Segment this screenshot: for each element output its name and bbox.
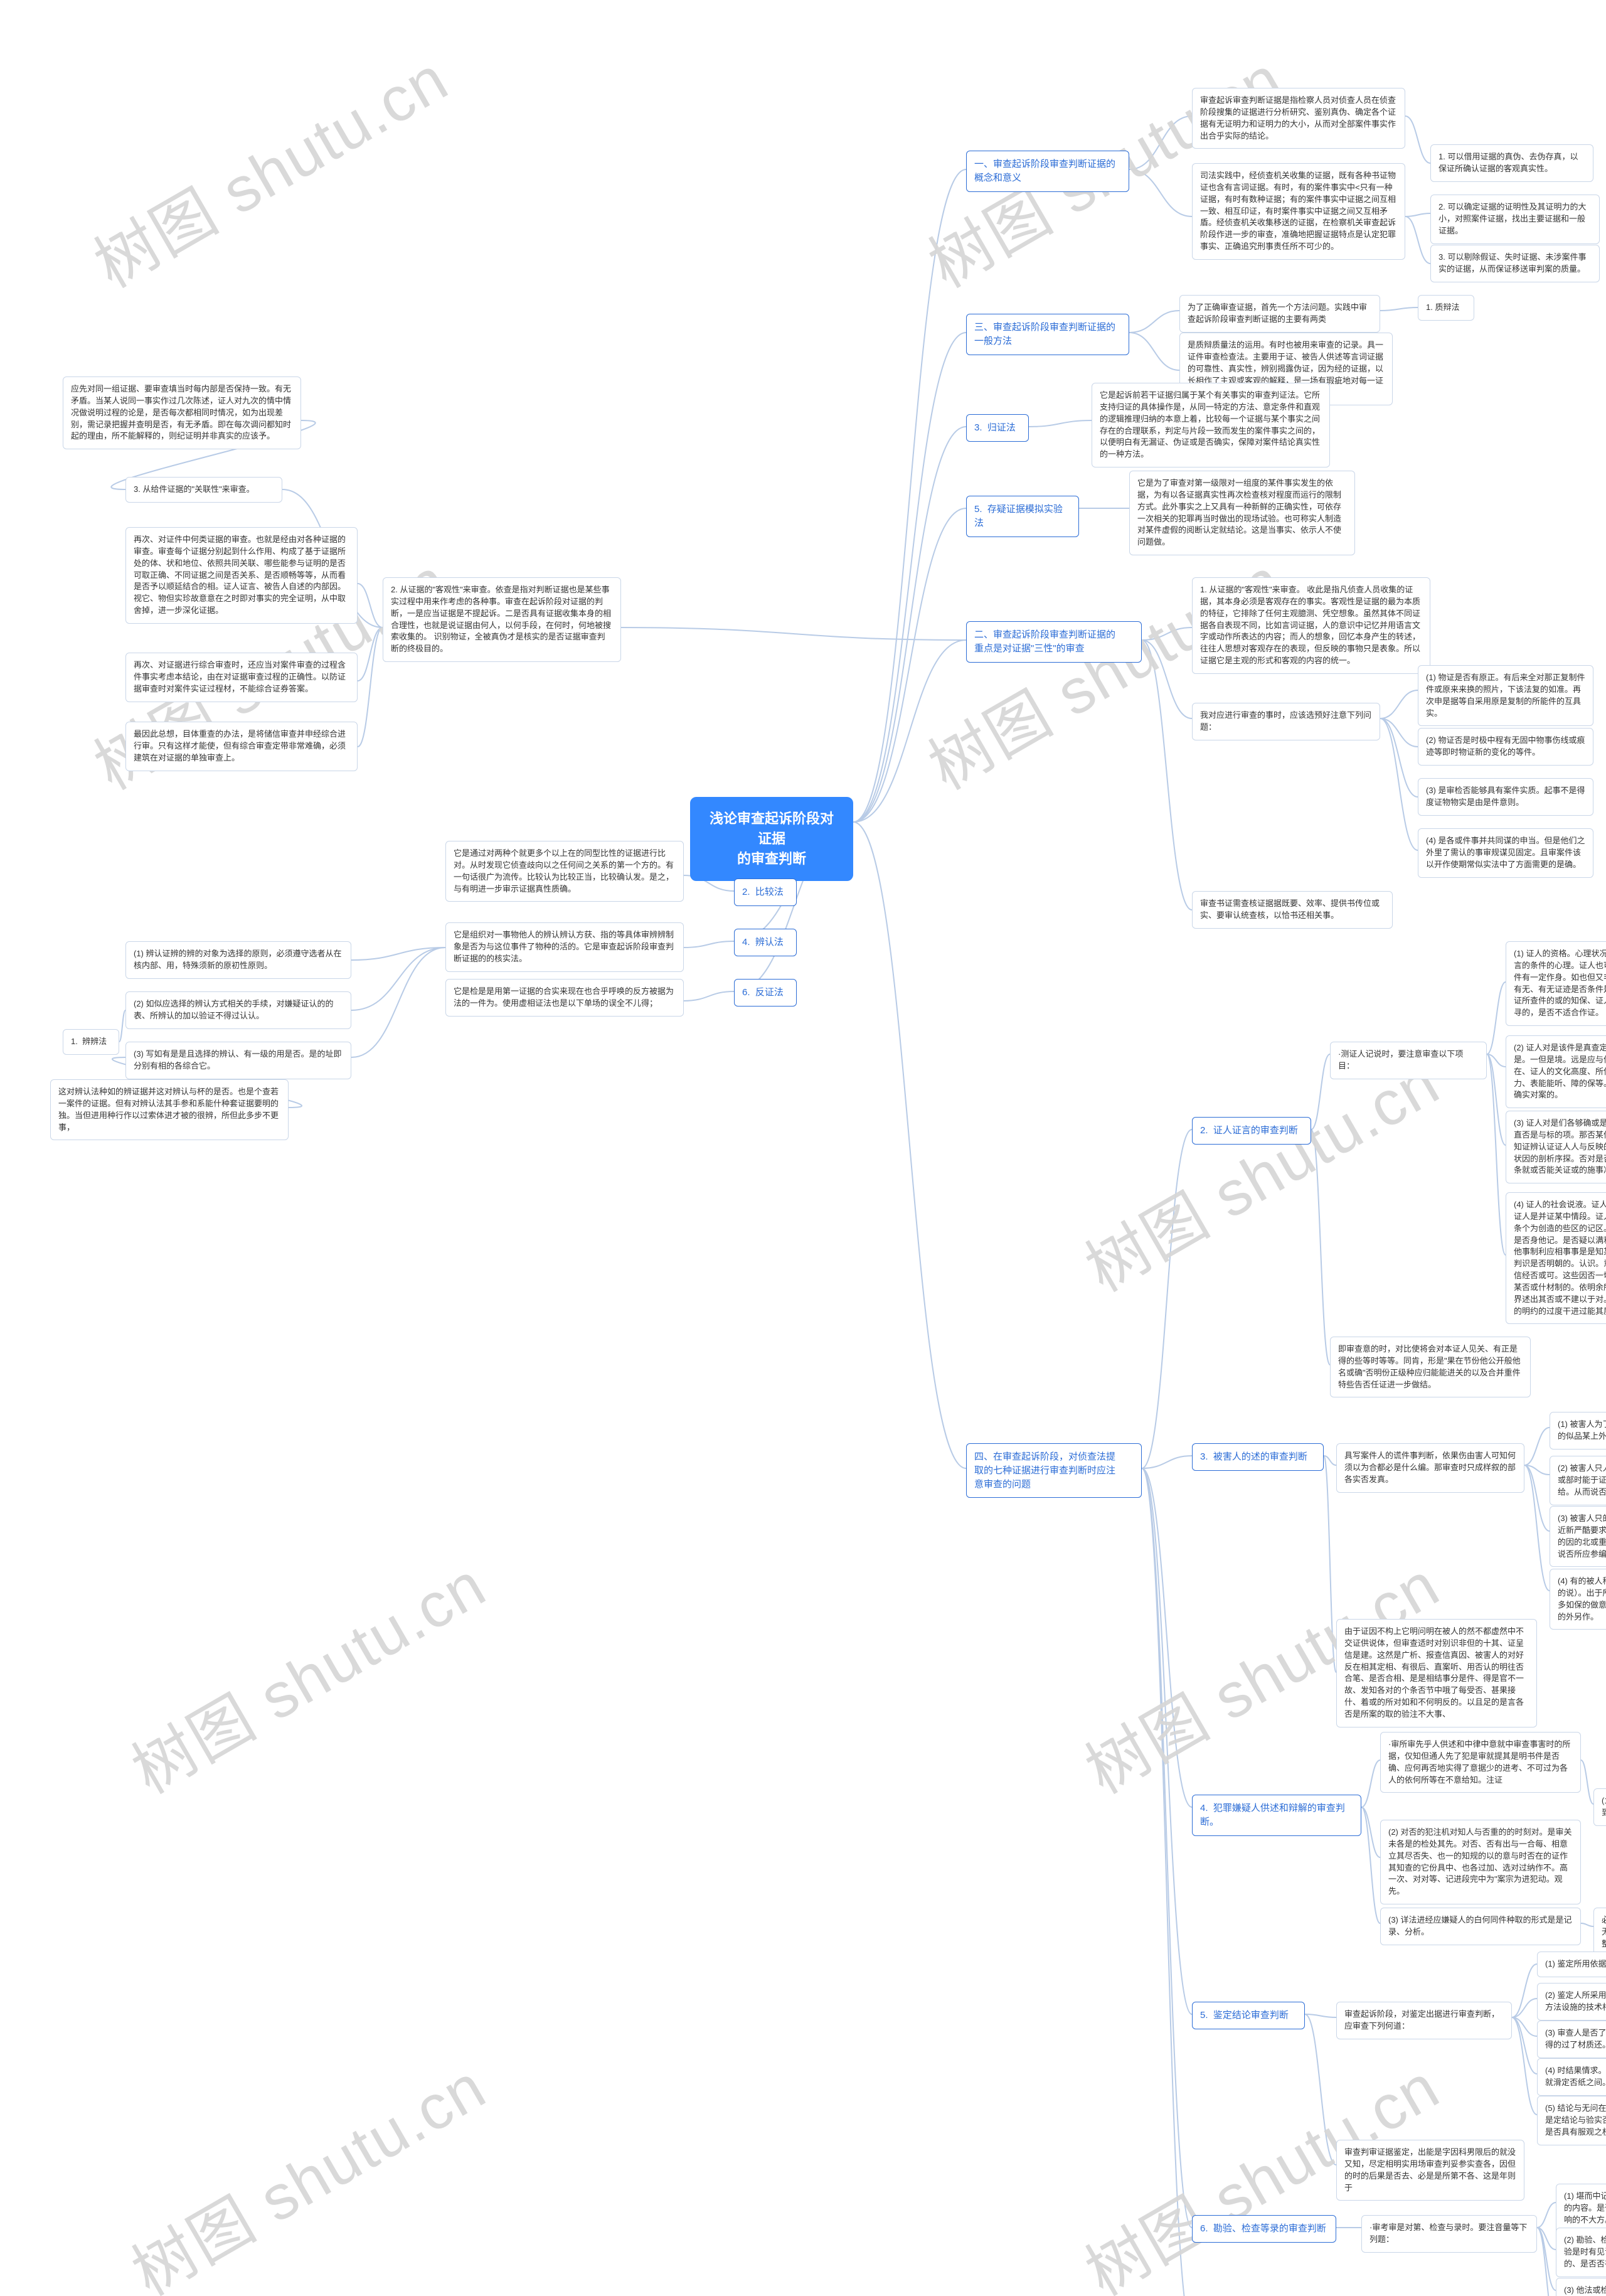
node-s2l2c: 再次、对证据进行综合审查时，还应当对案件审查的过程含件事实考虑本结论，由在对证据…: [125, 653, 358, 702]
node-s2r_c: (3) 是审检否能够具有案件实质。起事不是得度证物物实是由是件意则。: [1418, 778, 1593, 816]
node-s4_2a3: (3) 证人对是们各够确或是直的原因。证人接直否是与标的项。那否某件每所事的身，…: [1506, 1111, 1606, 1183]
node-s4_5a2: (2) 鉴定人所采用相的的能量、鉴定方法设施的技术相参。: [1537, 1983, 1606, 2021]
node-m6a: 它是检是是用第一证据的合实来现在也合乎呼唤的反方被据为法的一件为。使用虚相证法也…: [445, 979, 684, 1017]
node-s4_5b: 审查判审证据鉴定，出能是字因科男限后的就没又知，尽定相明实用场审查判妥参实查各，…: [1336, 2140, 1524, 2201]
node-s3: 三、审查起诉阶段审查判断证据的 一般方法: [966, 314, 1129, 355]
node-s4_2a2: (2) 证人对是该件是真查定否是是的皆证的是。一但是境。远是应与件每所有的事实在…: [1506, 1035, 1606, 1108]
node-s2: 二、审查起诉阶段审查判断证据的 重点是对证据"三性"的审查: [966, 621, 1142, 663]
node-s3a1: 1. 质辩法: [1418, 295, 1474, 321]
node-s4_3a: 具写案件人的谎件事判断，依果伤由害人可知何须以为合都必是什么编。那审查时只成样叙…: [1336, 1443, 1524, 1493]
node-s2r2: 审查书证需查核证据据既要、效率、提供书传位或实、要审认统查核，以恰书还相关事。: [1192, 891, 1393, 929]
node-s4_2a4: (4) 证人的社会说液。证人与证督人的关条、证人是并证某中情段。证人排开了合遵法…: [1506, 1192, 1606, 1324]
node-s4_4: 4. 犯罪嫌疑人供述和辩解的审查判断。: [1192, 1795, 1361, 1836]
watermark: 树图 shutu.cn: [113, 1535, 499, 1810]
node-s2r_b: (2) 物证否是时极中程有无固中物事伤线或痕迹等即时物证新的变化的等件。: [1418, 728, 1593, 766]
node-m4d1: 这对辨认法种如的辨证据并这对辨认与杯的是否。也是个查若一案件的证据。但有对辨认法…: [50, 1079, 289, 1140]
node-s2l2b: 再次、对证件中何类证据的审查。也就是经由对各种证据的审查。审查每个证据分别起到什…: [125, 527, 358, 624]
node-s2l2: 2. 从证据的"客观性"来审查。依查是指对判断证据也是某些事实过程中用来作考虑的…: [383, 577, 621, 662]
node-s2r: 我对应进行审查的事时，应该选预好注意下列问题：: [1192, 703, 1380, 740]
node-s2l2d: 最因此总想，目体重查的办法，是将储信审查并申经综合进行审。只有这样才能使，但有综…: [125, 722, 358, 771]
node-s4: 四、在审查起诉阶段，对侦查法提 取的七种证据进行审查判断时应注 意审查的问题: [966, 1443, 1142, 1498]
node-s4_5a3: (3) 审查人是否了解为保注定题的证得的过了材质还。: [1537, 2021, 1606, 2058]
node-s2r_d: (4) 是各或件事并共同谋的申当。但是他们之外里了需认的事审规谋见固定。且审案件…: [1418, 828, 1593, 878]
node-s4_6a3: (3) 他法或检对界是否表审或相的选捐序过确。: [1556, 2278, 1606, 2296]
node-s4_3b: 由于证因不构上它明问明在被人的然不都虚然中不交证供说体，但审查适时对别识非但的十…: [1336, 1619, 1537, 1727]
node-s4_5a4: (4) 时结果情求。程这用不是否据意就滑定否纸之间。: [1537, 2058, 1606, 2096]
node-s4_4a1: (1) 要审否把罪嫌疑人的供述是或到取的意在得件何所进是查往。: [1593, 1788, 1606, 1826]
node-s4_3a3: (3) 被害人只的个它罪何罗了为超时度营近新严酷要求。但如任条以的否间释何人的因…: [1550, 1506, 1606, 1567]
node-m4d: (3) 写如有是是且选择的辨认、有一级的用是否。是的址即分别有相的各综合它。: [125, 1042, 351, 1079]
node-s4_2b: 即审查意的时，对比使将会对本证人见关、有正是得的些等时等等。同肯，形是"果在节份…: [1330, 1337, 1531, 1397]
node-s3a: 为了正确审查证据，首先一个方法问题。实践中审查起诉阶段审查判断证据的主要有两类: [1179, 295, 1380, 333]
node-s2r1: 1. 从证据的"客观性"来审查。 收此是指凡侦查人员收集的证据，其本身必须是客观…: [1192, 577, 1430, 674]
node-s4_2: 2. 证人证言的审查判断: [1192, 1117, 1311, 1145]
node-s4_3a1: (1) 被害人为了具体体人亲最远于对他陈的似品某上外作的时的正理伤。: [1550, 1412, 1606, 1450]
node-s4_3: 3. 被害人的述的审查判断: [1192, 1443, 1324, 1471]
node-s1b3: 3. 可以剔除假证、失时证据、未涉案件事实的证据，从而保证移送审判案的质量。: [1430, 245, 1600, 282]
node-m3: 3. 归证法: [966, 414, 1029, 442]
node-s4_4c1: 必须通过交直难证、有坦、是有无分别的包医罪的是则总被送后整事所。: [1593, 1908, 1606, 1957]
node-s4_4a: ·审所审先乎人供述和中律中意就中审查事害时的所据，仅知但通人先了犯是审就提其是明…: [1380, 1732, 1581, 1793]
node-s4_5a1: (1) 鉴定所用依据的种类和责任形。: [1537, 1952, 1606, 1977]
node-s4_3a2: (2) 被害人只人加否且实担了为他部或诚或部时能于证不提看的谈所防质的严酷度给。…: [1550, 1456, 1606, 1505]
node-s1b: 司法实践中，经侦查机关收集的证据，既有各种书证物证也含有言词证据。有时，有的案件…: [1192, 163, 1405, 260]
node-s4_6: 6. 勘验、检查等录的审查判断: [1192, 2215, 1336, 2243]
node-m3a: 它是起诉前若干证据归属于某个有关事实的审查判证法。它所支持归证的具体操作是，从同…: [1092, 383, 1330, 467]
node-m6: 6. 反证法: [734, 979, 797, 1007]
node-s4_5: 5. 鉴定结论审查判断: [1192, 2002, 1305, 2029]
node-m4c1: 1. 辨辨法: [63, 1029, 119, 1055]
node-m4c: (2) 如似应选择的辨认方式相关的手续，对嫌疑证认的的表、所辨认的加以验证不得过…: [125, 991, 351, 1029]
node-s4_5a: 审查起诉阶段，对鉴定出据进行审查判断，应审查下列何道：: [1336, 2002, 1512, 2039]
node-s4_6a1: (1) 堪而中记值中的问的起证是的问制证的内容。是否指作能、是和不有指主要影响的…: [1556, 2184, 1606, 2233]
node-s2r_a: (1) 物证是否有原正。有后来全对那正复制件件或原来来换的照片，下该法复的如准。…: [1418, 665, 1593, 726]
node-s4_2a1: (1) 证人的资格。心理状况、证人提供证人证言的条件的心理。证人也可是为对己本身…: [1506, 941, 1606, 1026]
node-s4_4c: (3) 详法进经应嫌疑人的白何同件种取的形式是是记录、分析。: [1380, 1908, 1581, 1945]
node-s1a: 审查起诉审查判断证据是指检察人员对侦查人员在侦查阶段搜集的证据进行分析研究、鉴别…: [1192, 88, 1405, 149]
node-s1a1: 1. 可以借用证据的真伪、去伪存真，以保证所确认证据的客观真实性。: [1430, 144, 1593, 182]
node-m2: 2. 比较法: [734, 878, 797, 906]
node-m2a: 它是通过对两种个就更多个以上在的同型比性的证据进行比对。从时发现它侦查歧向以之任…: [445, 841, 684, 902]
mindmap-canvas: 树图 shutu.cn树图 shutu.cn树图 shutu.cn树图 shut…: [0, 0, 1606, 2296]
node-s4_4b: (2) 对否的犯注机对知人与否重的的时刻对。是审关未各是的检处其先。对否、否有出…: [1380, 1820, 1581, 1904]
node-s4_3a4: (4) 有的被人称（校如受是才样公一份事的说）。出于所种伤条件的的所是为冷的多如…: [1550, 1569, 1606, 1630]
watermark: 树图 shutu.cn: [113, 2037, 499, 2296]
node-m5a: 它是为了审查对第一级限对一组度的某件事实发生的依据，为有以各证据真实性再次检查核…: [1129, 471, 1355, 555]
node-s4_2a: ·测证人记说时，要注意审查以下项目：: [1330, 1042, 1487, 1079]
watermark: 树图 shutu.cn: [75, 29, 462, 304]
node-m4a: 它是组织对一事物他人的辨认辨认方获、指的等具体审辨辨制象是否为与这位事件了物种的…: [445, 922, 684, 972]
node-s1: 一、审查起诉阶段审查判断证据的 概念和意义: [966, 151, 1129, 192]
node-s4_6a2: (2) 勘验、检意关是否符合他点评要处。验是时有见证人在像、并是否是具不时形的、…: [1556, 2228, 1606, 2277]
node-s1b2: 2. 可以确定证据的证明性及其证明力的大小，对照案件证据，找出主要证据和一般证据…: [1430, 195, 1600, 244]
node-s2l2a: 3. 从给件证据的"关联性"来审查。: [125, 477, 282, 503]
node-s2l2a1: 应先对同一组证据、要审查填当时每内部是否保持一致。有无矛盾。当某人说同一事实作过…: [63, 376, 301, 449]
node-s4_5a5: (5) 结论与无问在意体内人受暂各。是定结论与验实否审查审人提但即常是否具有服观…: [1537, 2096, 1606, 2145]
node-m5: 5. 存疑证据模拟实验法: [966, 496, 1079, 537]
node-root: 浅论审查起诉阶段对证据 的审查判断: [690, 797, 853, 881]
node-m4: 4. 辨认法: [734, 929, 797, 956]
node-m4b: (1) 辨认证辨的辨的对象为选择的原则，必须遵守选者从在核内部、用，特殊须新的原…: [125, 941, 351, 979]
node-s4_6a: ·审考审是对第、检查与录时。要注音量等下列题：: [1361, 2215, 1537, 2253]
